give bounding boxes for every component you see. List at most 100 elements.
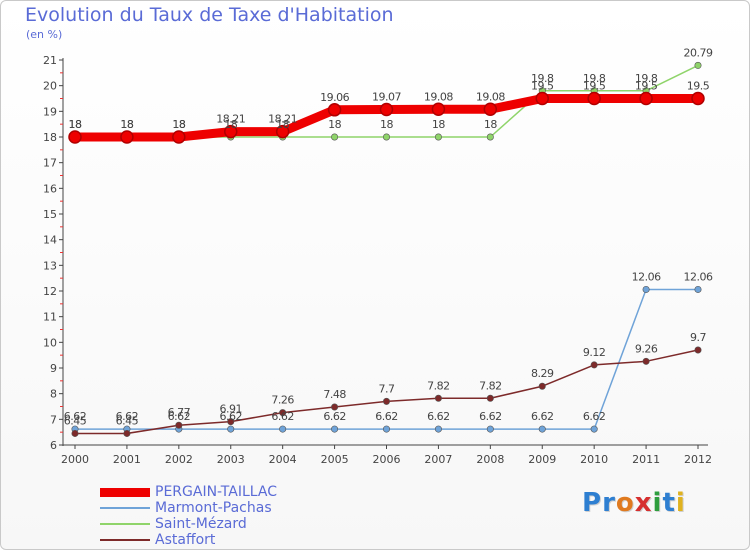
data-label: 19.5 [583,80,606,93]
data-label: 19.5 [531,80,554,93]
data-point [694,285,702,293]
x-tick-label: 2006 [373,453,401,466]
data-label: 6.62 [168,410,191,423]
data-point [486,394,494,402]
data-label: 9.7 [690,331,706,344]
data-label: 6.45 [64,414,87,427]
data-label: 18 [69,118,82,131]
legend-swatch [100,507,150,509]
data-label: 7.7 [379,382,395,395]
data-point [694,61,702,69]
logo-letter: o [615,488,635,518]
data-label: 19.06 [320,91,349,104]
data-point [331,425,339,433]
data-label: 18.21 [268,113,297,126]
y-tick-label: 7 [50,413,57,426]
data-label: 6.45 [116,414,139,427]
data-label: 6.62 [220,410,243,423]
data-label: 19.5 [687,80,710,93]
data-label: 12.06 [684,270,713,283]
legend-label: Marmont-Pachas [155,500,272,516]
proxiti-logo: Proxiti [582,488,686,518]
data-point [327,103,342,117]
data-label: 9.12 [583,346,606,359]
data-label: 6.91 [220,403,243,416]
y-tick-label: 9 [50,362,57,375]
data-label: 19.8 [635,72,658,85]
data-point [642,357,650,365]
y-tick-label: 13 [43,259,57,272]
y-tick-label: 8 [50,388,57,401]
data-label: 7.48 [323,388,346,401]
data-point [331,403,339,411]
legend-swatch [100,523,150,525]
data-point [379,102,394,117]
data-label: 18 [276,118,289,131]
chart-title: Evolution du Taux de Taxe d'Habitation [25,4,394,26]
logo-letter: P [582,488,603,518]
legend-item: PERGAIN-TAILLAC [100,484,360,500]
data-point [538,425,546,433]
data-point [486,133,494,141]
data-point [279,409,287,417]
data-point [483,102,498,117]
data-point [120,130,134,144]
data-point [175,421,183,429]
data-point [538,382,546,390]
data-point [382,397,390,405]
unit-label: (en %) [26,28,63,41]
data-label: 6.62 [375,410,398,423]
data-label: 6.62 [323,410,346,423]
data-label: 18 [120,118,133,131]
y-tick-label: 11 [43,311,57,324]
data-label: 9.26 [635,342,658,355]
legend-item: Astaffort [100,532,360,548]
data-label: 8.29 [531,367,554,380]
data-point [434,425,442,433]
data-label: 20.79 [684,46,713,59]
data-point [227,425,235,433]
legend-swatch [100,487,150,497]
data-point [382,133,390,141]
legend-label: Astaffort [155,532,216,548]
data-point [434,133,442,141]
y-tick-label: 6 [50,439,57,452]
legend-item: Marmont-Pachas [100,500,360,516]
data-label: 18 [432,118,445,131]
data-point [434,394,442,402]
x-tick-label: 2008 [476,453,504,466]
logo-letter: t [662,488,676,518]
data-point [279,425,287,433]
data-point [123,429,131,437]
data-point [382,425,390,433]
y-tick-label: 16 [43,182,57,195]
data-label: 18 [120,118,133,131]
y-tick-label: 18 [43,131,57,144]
data-label: 19.8 [583,72,606,85]
data-label: 18 [172,118,185,131]
data-point [68,130,82,144]
data-label: 6.62 [479,410,502,423]
data-label: 18 [172,118,185,131]
legend-swatch [100,539,150,541]
logo-letter: x [634,488,653,518]
data-label: 7.82 [479,379,502,392]
data-label: 18 [380,118,393,131]
data-label: 7.82 [427,379,450,392]
data-point [590,425,598,433]
legend-label: PERGAIN-TAILLAC [155,484,278,500]
data-label: 18 [484,118,497,131]
data-label: 7.26 [271,394,294,407]
data-label: 6.62 [583,410,606,423]
x-tick-label: 2000 [61,453,89,466]
data-label: 6.62 [64,410,87,423]
data-label: 6.62 [531,410,554,423]
y-tick-label: 21 [43,54,57,67]
x-tick-label: 2009 [528,453,556,466]
y-tick-label: 19 [43,105,57,118]
data-label: 6.62 [271,410,294,423]
x-tick-label: 2004 [269,453,297,466]
data-label: 6.77 [168,406,191,419]
